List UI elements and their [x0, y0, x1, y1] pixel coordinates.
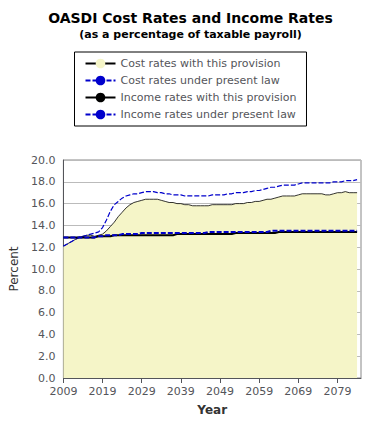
svg-text:2069: 2069 — [284, 385, 312, 398]
svg-text:Income rates under present law: Income rates under present law — [121, 108, 296, 121]
svg-text:Cost rates with this provision: Cost rates with this provision — [121, 57, 281, 70]
svg-text:Income rates with this provisi: Income rates with this provision — [121, 91, 297, 104]
svg-text:(as a percentage of taxable pa: (as a percentage of taxable payroll) — [79, 28, 301, 41]
svg-text:Cost rates under present law: Cost rates under present law — [121, 74, 280, 87]
svg-text:4.0: 4.0 — [38, 328, 56, 341]
svg-text:0.0: 0.0 — [38, 372, 56, 385]
svg-text:Percent: Percent — [7, 246, 21, 291]
svg-text:6.0: 6.0 — [38, 306, 56, 319]
svg-text:14.0: 14.0 — [31, 219, 56, 232]
svg-text:2059: 2059 — [245, 385, 273, 398]
svg-text:10.0: 10.0 — [31, 263, 56, 276]
svg-text:8.0: 8.0 — [38, 284, 56, 297]
svg-text:12.0: 12.0 — [31, 241, 56, 254]
svg-text:Year: Year — [196, 403, 227, 417]
svg-text:OASDI Cost Rates and Income Ra: OASDI Cost Rates and Income Rates — [48, 10, 333, 26]
svg-text:2029: 2029 — [128, 385, 156, 398]
svg-text:2039: 2039 — [167, 385, 195, 398]
svg-text:2049: 2049 — [206, 385, 234, 398]
svg-text:18.0: 18.0 — [31, 175, 56, 188]
svg-text:2079: 2079 — [324, 385, 352, 398]
svg-text:20.0: 20.0 — [31, 154, 56, 167]
svg-text:2009: 2009 — [49, 385, 77, 398]
svg-text:2.0: 2.0 — [38, 350, 56, 363]
svg-text:2019: 2019 — [89, 385, 117, 398]
svg-text:16.0: 16.0 — [31, 197, 56, 210]
